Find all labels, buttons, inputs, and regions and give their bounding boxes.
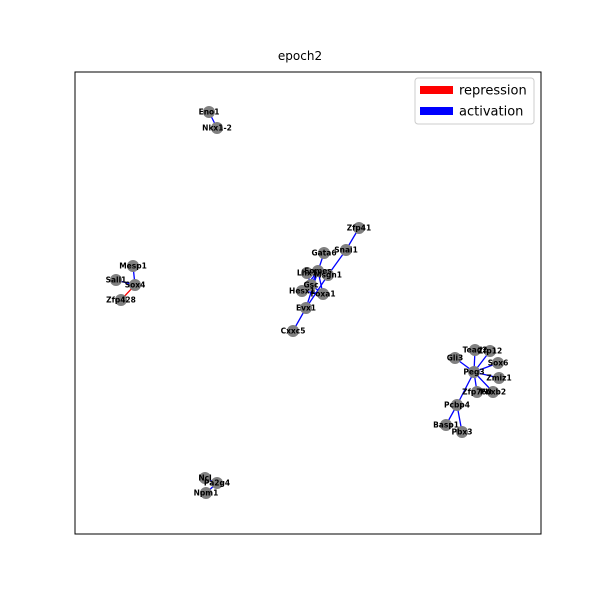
plot-title: epoch2	[277, 49, 323, 63]
node-Snai1[interactable]	[340, 244, 352, 256]
node-Gata6[interactable]	[318, 247, 330, 259]
node-label-Zfp12: Zfp12	[478, 347, 503, 356]
node-label-Evx1: Evx1	[296, 304, 316, 313]
node-label-Pa2g4: Pa2g4	[204, 479, 230, 488]
legend: repression activation	[414, 77, 535, 125]
node-label-Sall1: Sall1	[106, 276, 127, 285]
node-Sox4[interactable]	[129, 279, 141, 291]
node-label-Gsc: Gsc	[303, 281, 318, 290]
legend-label-repression: repression	[459, 84, 527, 99]
node-Mesp1[interactable]	[127, 260, 139, 272]
node-Gsc[interactable]	[305, 279, 317, 291]
node-label-Lhx1: Lhx1	[297, 269, 317, 278]
node-label-Eno1: Eno1	[199, 108, 220, 117]
node-Pa2g4[interactable]	[211, 477, 223, 489]
node-Sox6[interactable]	[492, 357, 504, 369]
node-label-Npm1: Npm1	[194, 489, 219, 498]
node-label-Foxa1: Foxa1	[310, 290, 335, 299]
node-label-Nkx1-2: Nkx1-2	[202, 124, 232, 133]
node-label-Gli3: Gli3	[447, 354, 464, 363]
node-label-Zmiz1: Zmiz1	[486, 374, 511, 383]
node-label-Pbx3: Pbx3	[452, 428, 473, 437]
node-Cxxc5[interactable]	[287, 325, 299, 337]
legend-label-activation: activation	[459, 105, 523, 120]
node-Foxa1[interactable]	[317, 288, 329, 300]
node-Gli3[interactable]	[449, 352, 461, 364]
node-Hesx1[interactable]	[296, 285, 308, 297]
node-label-Sox4: Sox4	[125, 281, 146, 290]
node-label-Basp1: Basp1	[433, 421, 459, 430]
node-Pbx3[interactable]	[456, 426, 468, 438]
node-Tead2[interactable]	[469, 344, 481, 356]
node-label-Hesx1: Hesx1	[289, 287, 315, 296]
node-label-Zfp760: Zfp760	[462, 388, 492, 397]
node-Zfp760[interactable]	[471, 386, 483, 398]
node-label-Peg3: Peg3	[463, 368, 484, 377]
plot-frame	[74, 71, 542, 535]
node-Peg3[interactable]	[468, 366, 480, 378]
edge-Peg3-Pcbp4	[456, 371, 475, 406]
node-label-Sox6: Sox6	[488, 359, 509, 368]
node-Npm1[interactable]	[200, 487, 212, 499]
node-label-Tead2: Tead2	[463, 346, 488, 355]
node-Zfp41[interactable]	[353, 222, 365, 234]
node-Basp1[interactable]	[440, 419, 452, 431]
node-label-Zfp428: Zfp428	[106, 296, 136, 305]
edge-Evx1-Msgn1	[305, 274, 329, 309]
node-Zmiz1[interactable]	[493, 372, 505, 384]
node-label-Msgn1: Msgn1	[314, 271, 342, 280]
node-label-Cxxc5: Cxxc5	[281, 327, 306, 336]
node-Zfp12[interactable]	[484, 345, 496, 357]
node-Eno1[interactable]	[203, 106, 215, 118]
node-label-Ncl: Ncl	[198, 474, 211, 483]
node-label-Zfp41: Zfp41	[347, 224, 372, 233]
node-Nkx1-2[interactable]	[211, 122, 223, 134]
node-label-Eomes: Eomes	[304, 267, 332, 276]
legend-swatch-activation	[420, 107, 453, 115]
node-Pbxb2[interactable]	[487, 386, 499, 398]
node-Pcbp4[interactable]	[451, 399, 463, 411]
node-label-Pbxb2: Pbxb2	[480, 388, 506, 397]
node-Sall1[interactable]	[110, 274, 122, 286]
node-label-Snai1: Snai1	[334, 246, 358, 255]
legend-swatch-repression	[420, 86, 453, 94]
node-label-Mesp1: Mesp1	[119, 262, 147, 271]
node-Evx1[interactable]	[300, 302, 312, 314]
node-Msgn1[interactable]	[322, 269, 334, 281]
node-Lhx1[interactable]	[301, 267, 313, 279]
node-Eomes[interactable]	[312, 265, 324, 277]
node-label-Pcbp4: Pcbp4	[444, 401, 470, 410]
node-label-Gata6: Gata6	[311, 249, 336, 258]
node-Ncl[interactable]	[199, 472, 211, 484]
node-layer	[110, 106, 505, 499]
node-Zfp428[interactable]	[115, 294, 127, 306]
